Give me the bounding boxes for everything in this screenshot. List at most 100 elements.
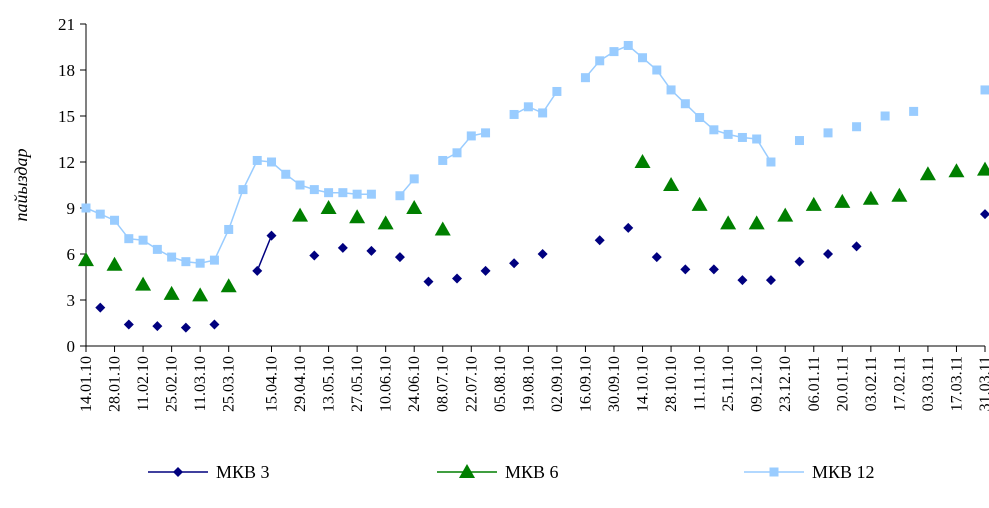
legend-label: МКВ 6 [505, 462, 559, 482]
x-tick-label: 28.01.10 [107, 356, 124, 412]
x-tick-label: 06.01.11 [806, 356, 823, 411]
data-point [338, 188, 348, 198]
data-point [138, 235, 148, 245]
x-tick-label: 02.09.10 [549, 356, 566, 412]
data-point [366, 189, 376, 199]
data-point [180, 322, 191, 333]
data-point [651, 252, 662, 263]
legend-label: МКВ 12 [812, 462, 875, 482]
data-point [805, 196, 822, 211]
data-point [580, 73, 590, 83]
x-tick-label: 14.01.10 [78, 356, 95, 412]
data-point [135, 276, 152, 291]
data-point [737, 132, 747, 142]
data-point [552, 86, 562, 96]
data-point [623, 222, 634, 233]
data-point [708, 264, 719, 275]
x-tick-label: 08.07.10 [435, 356, 452, 412]
x-tick-label: 11.11.10 [692, 356, 709, 411]
x-tick-label: 22.07.10 [463, 356, 480, 412]
data-point [880, 111, 890, 121]
data-point [192, 287, 209, 302]
legend-item-мкв-12: МКВ 12 [744, 462, 875, 482]
data-point [481, 128, 491, 138]
data-point [295, 180, 305, 190]
data-point [794, 136, 804, 146]
data-point [352, 189, 362, 199]
legend-marker [173, 467, 183, 477]
axes [80, 23, 986, 352]
data-point [152, 244, 162, 254]
y-axis-label: пайыздар [11, 148, 31, 221]
data-point [594, 235, 605, 246]
data-point [452, 273, 463, 284]
y-tick-label: 12 [58, 153, 75, 172]
data-point [919, 166, 936, 181]
data-point [794, 256, 805, 267]
x-tick-label: 25.02.10 [164, 356, 181, 412]
data-point [320, 200, 337, 214]
data-point [81, 203, 91, 213]
data-point [466, 131, 476, 141]
data-point [748, 215, 765, 230]
x-tick-label: 29.04.10 [292, 356, 309, 412]
tick-labels: 0 3 6 9 12 15 18 21 14.01.10 28.01.10 11.02.10 25.0… [58, 15, 989, 412]
data-point [224, 224, 234, 234]
data-point [862, 190, 879, 205]
data-point [723, 129, 733, 139]
x-tick-label: 30.09.10 [606, 356, 623, 412]
data-point [252, 265, 263, 276]
series-мкв-3 [95, 209, 989, 333]
data-point [124, 234, 134, 244]
data-point [163, 285, 180, 300]
data-point [509, 258, 520, 269]
data-point [538, 108, 548, 118]
y-tick-label: 18 [58, 61, 75, 80]
data-point [78, 252, 94, 267]
x-tick-label: 11.02.10 [135, 356, 152, 411]
series-мкв-6 [78, 154, 989, 302]
data-point [623, 40, 633, 50]
data-point [167, 252, 177, 262]
data-point [834, 193, 851, 208]
data-point [948, 163, 965, 178]
data-point [324, 188, 334, 198]
legend-item-мкв-6: МКВ 6 [437, 462, 559, 482]
data-point [95, 302, 106, 313]
data-point [181, 257, 191, 267]
legend-item-мкв-3: МКВ 3 [148, 462, 270, 482]
y-tick-label: 3 [67, 291, 76, 310]
data-point [634, 154, 651, 168]
series-line [513, 91, 558, 116]
data-point [267, 157, 277, 167]
x-tick-label: 23.12.10 [777, 356, 794, 412]
x-tick-label: 03.03.11 [920, 356, 937, 411]
data-point [152, 321, 163, 332]
data-point [423, 276, 434, 287]
y-tick-label: 21 [58, 15, 75, 34]
data-point [720, 215, 737, 230]
series-line [256, 235, 273, 272]
data-point [891, 187, 908, 202]
y-tick-label: 6 [67, 245, 76, 264]
data-point [652, 65, 662, 75]
data-point [395, 191, 405, 201]
x-tick-label: 25.11.10 [720, 356, 737, 411]
data-point [220, 278, 237, 293]
x-tick-label: 27.05.10 [349, 356, 366, 412]
data-point [509, 109, 519, 119]
data-point [123, 319, 134, 330]
data-point [663, 177, 680, 191]
x-tick-label: 19.08.10 [520, 356, 537, 412]
x-tick-label: 31.03.11 [977, 356, 989, 411]
data-point [438, 155, 448, 165]
data-point [349, 209, 366, 224]
series-мкв-12 [81, 40, 989, 268]
data-point [680, 99, 690, 109]
data-point [209, 255, 219, 265]
x-tick-label: 24.06.10 [406, 356, 423, 412]
data-point [980, 209, 989, 220]
x-tick-label: 13.05.10 [321, 356, 338, 412]
data-point [852, 122, 862, 132]
